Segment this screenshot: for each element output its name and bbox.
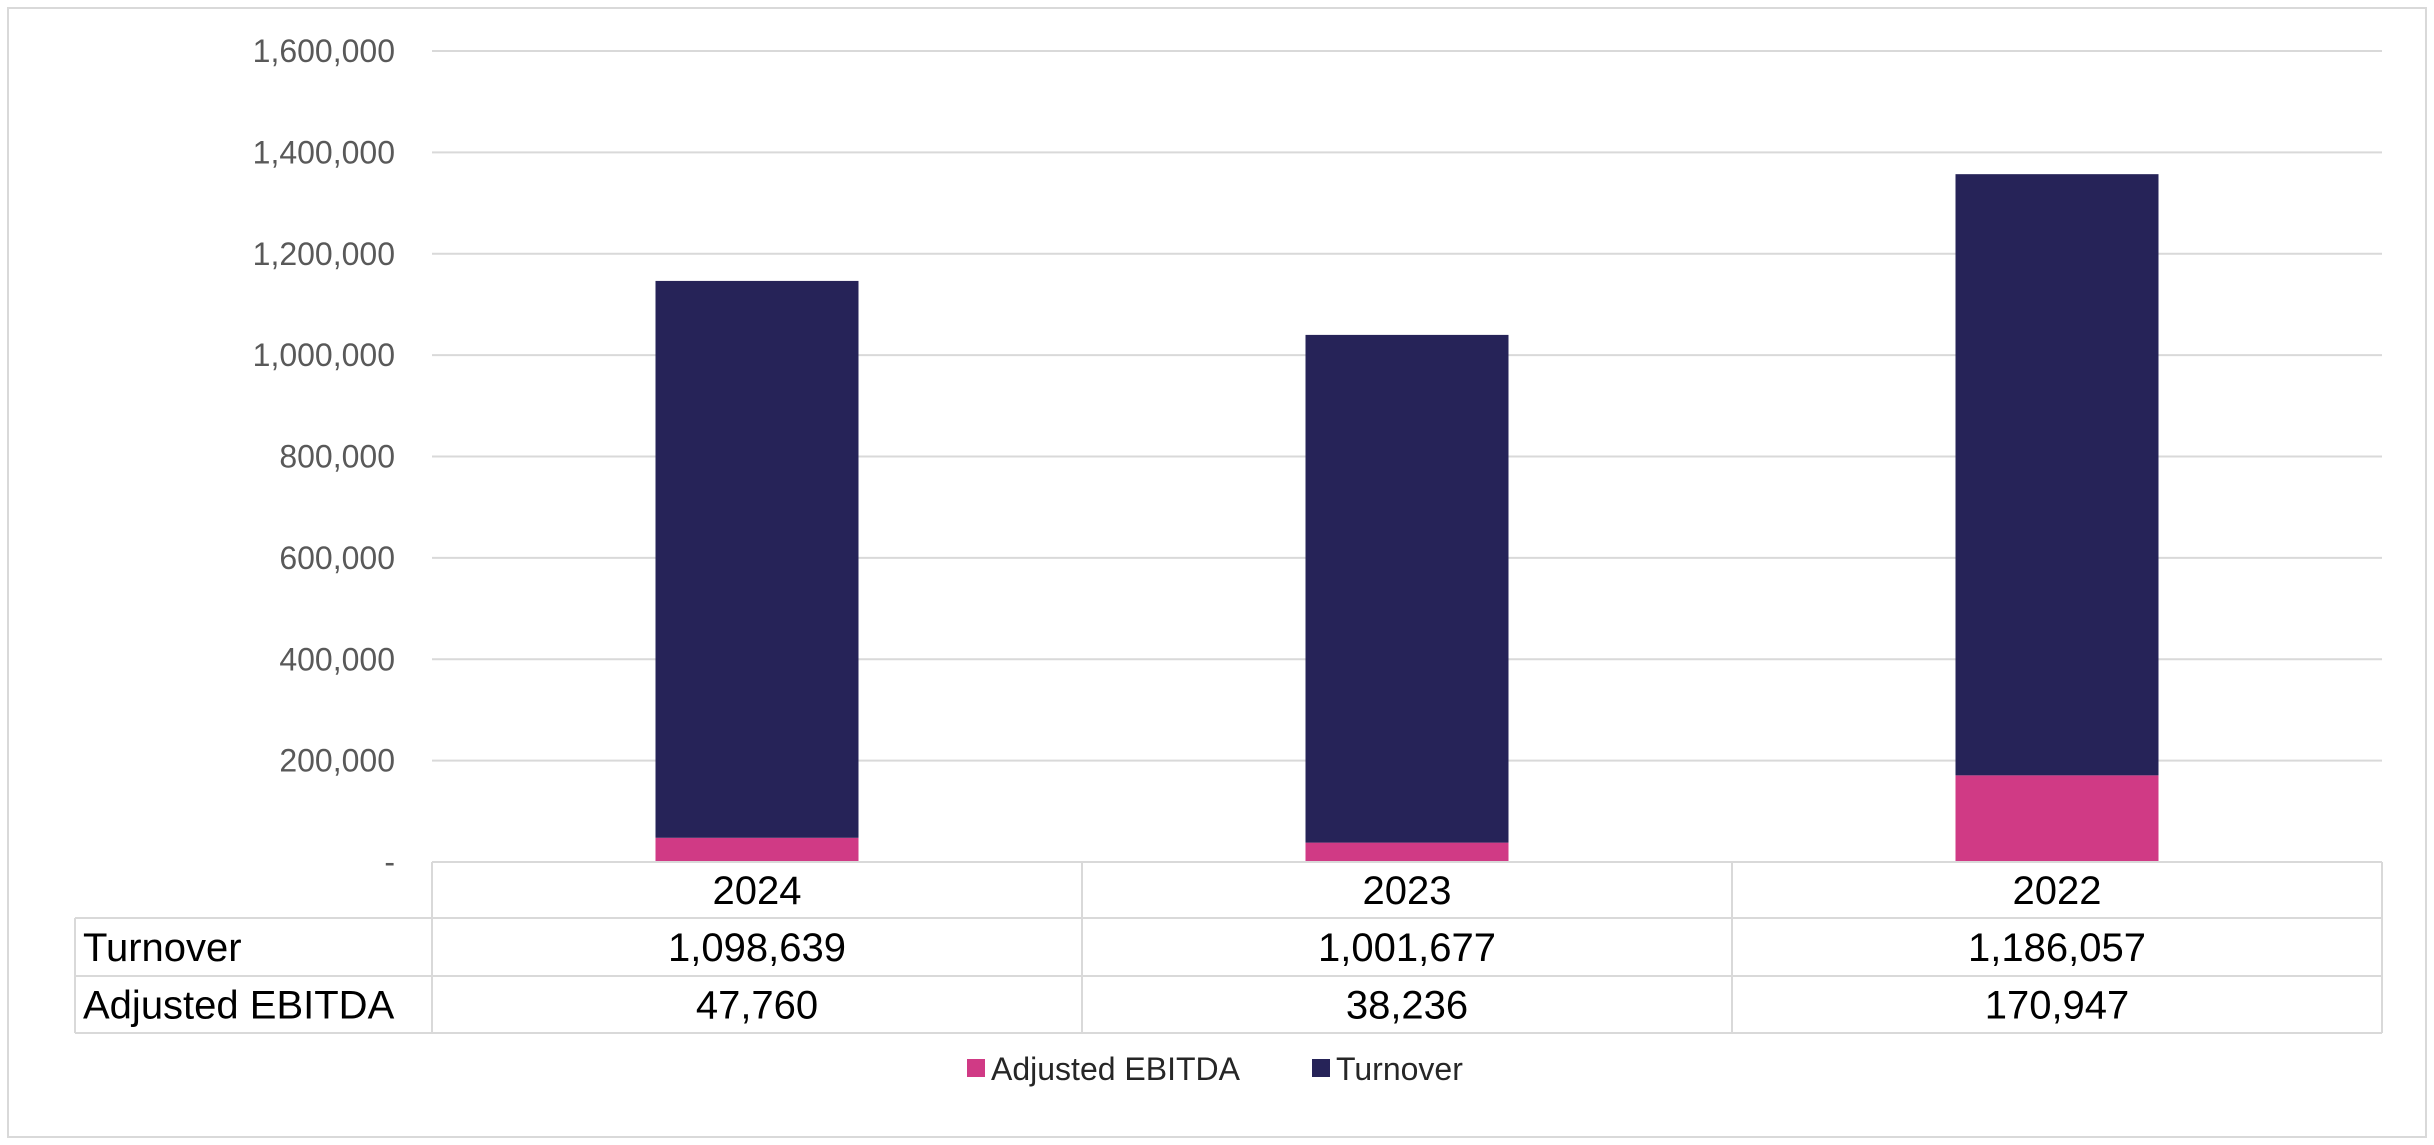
y-tick-label: 800,000: [279, 439, 395, 475]
legend: Adjusted EBITDA Turnover: [967, 1051, 1463, 1087]
category-label: 2024: [713, 869, 802, 913]
table-cell: 1,186,057: [1968, 926, 2146, 970]
y-axis-ticks: - 200,000 400,000 600,000 800,000 1,000,000 1,…: [253, 33, 395, 880]
data-table: 2024 2023 2022 Turnover 1,098,639 1,001,677 1,…: [74, 861, 2383, 1034]
bar-segment: [1305, 842, 1509, 862]
y-tick-label: 400,000: [279, 641, 395, 677]
table-cell: 38,236: [1346, 984, 1468, 1028]
legend-label: Turnover: [1336, 1051, 1463, 1087]
y-tick-label: 1,200,000: [253, 236, 395, 272]
y-tick-label: 600,000: [279, 540, 395, 576]
y-tick-label: 1,400,000: [253, 134, 395, 170]
legend-swatch: [967, 1059, 985, 1077]
category-label: 2023: [1363, 869, 1452, 913]
y-tick-label: -: [384, 844, 395, 880]
table-row-label: Adjusted EBITDA: [83, 984, 395, 1028]
legend-swatch: [1312, 1059, 1330, 1077]
table-cell: 47,760: [696, 984, 818, 1028]
y-tick-label: 1,000,000: [253, 337, 395, 373]
category-label: 2022: [2013, 869, 2102, 913]
y-tick-label: 200,000: [279, 743, 395, 779]
bar-segment: [655, 280, 859, 838]
table-cell: 170,947: [1985, 984, 2130, 1028]
bar-segment: [1305, 334, 1509, 843]
bar-segment: [1955, 174, 2159, 776]
table-row-label: Turnover: [83, 926, 242, 970]
bar-segment: [1955, 775, 2159, 862]
bars: [655, 174, 2159, 862]
table-cell: 1,001,677: [1318, 926, 1496, 970]
bar-segment: [655, 837, 859, 862]
y-tick-label: 1,600,000: [253, 33, 395, 69]
table-cell: 1,098,639: [668, 926, 846, 970]
legend-label: Adjusted EBITDA: [991, 1051, 1241, 1087]
